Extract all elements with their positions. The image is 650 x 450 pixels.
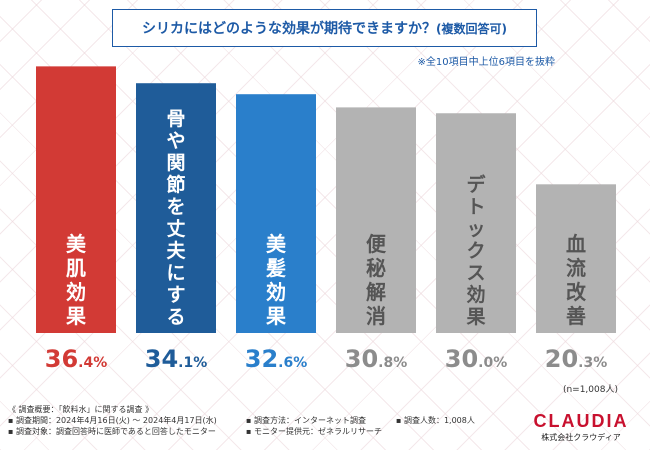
category-label-2: 骨や関節を丈夫にする: [166, 108, 186, 328]
chart-title: シリカにはどのような効果が期待できますか？ (複数回答可): [112, 9, 537, 47]
category-label-6: 血流改善: [566, 232, 587, 328]
category-label-1: 美肌効果: [66, 232, 87, 328]
claudia-logo: CLAUDIA 株式会社クラウディア: [526, 412, 636, 443]
survey-period: ▪ 調査期間：2024年4月16日(火) ～ 2024年4月17日(水): [8, 416, 217, 425]
logo-company: 株式会社クラウディア: [541, 433, 621, 442]
logo-wordmark: CLAUDIA: [533, 411, 629, 431]
bar-4: [336, 107, 416, 333]
value-label-3: 32.6%: [245, 345, 308, 373]
chart-title-text: シリカにはどのような効果が期待できますか？: [142, 21, 436, 37]
value-label-4: 30.8%: [345, 345, 408, 373]
value-label-2: 34.1%: [145, 345, 208, 373]
survey-provider: ▪ モニター提供元：ゼネラルリサーチ: [246, 427, 382, 436]
bar-5: [436, 113, 516, 333]
category-label-5: デトックス効果: [465, 173, 486, 328]
bar-1: [36, 66, 116, 334]
survey-target: ▪ 調査対象：調査回答時に医師であると回答したモニター: [8, 427, 216, 436]
value-label-5: 30.0%: [445, 345, 508, 373]
value-label-6: 20.3%: [545, 345, 608, 373]
value-label-1: 36.4%: [45, 345, 108, 373]
survey-count: ▪ 調査人数：1,008人: [396, 416, 475, 425]
overview-title: 《 調査概要：「飲料水」に関する調査 》: [8, 405, 154, 414]
category-label-3: 美髪効果: [265, 232, 287, 328]
survey-method: ▪ 調査方法：インターネット調査: [246, 416, 366, 425]
chart-title-note: (複数回答可): [436, 21, 507, 36]
category-label-4: 便秘解消: [366, 232, 387, 328]
bar-6: [536, 184, 616, 333]
bar-2: [136, 83, 216, 333]
bar-3: [236, 94, 316, 333]
sample-size-note: (n=1,008人): [562, 385, 618, 395]
chart-subnote: ※全10項目中上位6項目を抜粋: [417, 57, 555, 68]
survey-overview: 《 調査概要：「飲料水」に関する調査 》 ▪ 調査期間：2024年4月16日(火…: [8, 404, 508, 437]
